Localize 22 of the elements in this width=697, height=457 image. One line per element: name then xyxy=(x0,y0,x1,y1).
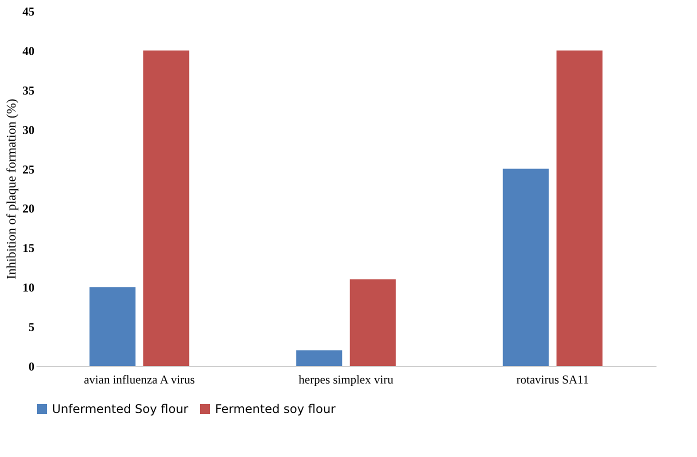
y-tick-label: 20 xyxy=(22,202,34,216)
legend-label: Unfermented Soy flour xyxy=(52,402,188,416)
x-tick-label: herpes simplex viru xyxy=(298,372,394,386)
y-tick-label: 25 xyxy=(22,162,34,176)
bar xyxy=(89,287,136,366)
y-tick-label: 40 xyxy=(22,44,34,58)
bar xyxy=(143,50,190,366)
y-tick-label: 45 xyxy=(22,4,34,18)
bar xyxy=(502,168,549,366)
legend-label: Fermented soy flour xyxy=(215,402,336,416)
y-tick-label: 10 xyxy=(22,280,34,295)
y-tick-label: 15 xyxy=(22,241,34,256)
y-tick-label: 30 xyxy=(22,122,34,137)
x-tick-label: rotavirus SA11 xyxy=(516,372,589,386)
y-tick-label: 5 xyxy=(28,320,34,334)
bar xyxy=(556,50,603,366)
x-tick-label: avian influenza A virus xyxy=(84,372,196,386)
bar xyxy=(350,279,396,366)
y-tick-label: 35 xyxy=(22,83,34,98)
bar xyxy=(296,350,342,366)
y-axis-title: Inhibition of plaque formation (%) xyxy=(4,98,18,280)
y-tick-label: 0 xyxy=(28,360,34,374)
